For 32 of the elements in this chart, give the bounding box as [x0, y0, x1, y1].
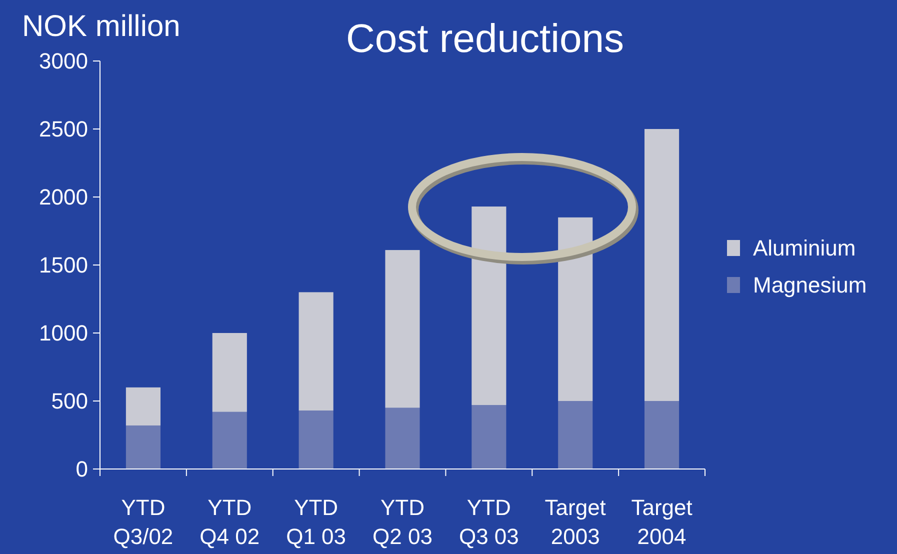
bar: [385, 408, 420, 469]
legend-label: Magnesium: [753, 272, 867, 298]
y-axis-title: NOK million: [22, 10, 180, 43]
bar: [212, 333, 247, 412]
bar: [558, 217, 593, 401]
bar: [472, 206, 506, 406]
x-tick-label: YTD Q4 02: [200, 495, 260, 549]
x-tick-label: YTD Q3 03: [458, 495, 519, 549]
legend-label: Aluminium: [753, 236, 856, 261]
y-tick-label: 2000: [39, 184, 88, 210]
y-tick-label: 1500: [39, 252, 88, 278]
y-tick-label: 2500: [39, 116, 88, 142]
x-tick-label: Target 2003: [544, 495, 606, 549]
bar: [212, 412, 247, 469]
bar: [298, 292, 334, 411]
bar: [126, 387, 160, 426]
x-tick-label: YTD Q3/02: [113, 495, 174, 549]
bar: [472, 405, 506, 469]
bar: [126, 425, 160, 469]
y-tick-label: 3000: [39, 48, 88, 74]
bar: [644, 129, 680, 401]
x-tick-label: YTD Q2 03: [372, 495, 432, 549]
bar: [644, 401, 680, 469]
bar: [298, 410, 334, 469]
x-tick-label: Target 2004: [631, 495, 692, 549]
x-tick-label: YTD Q1 03: [286, 495, 346, 549]
y-tick-label: 1000: [39, 320, 88, 346]
bar: [558, 401, 593, 469]
chart-title: Cost reductions: [346, 17, 624, 61]
bar: [385, 250, 420, 408]
y-tick-label: 500: [51, 388, 88, 414]
y-tick-label: 0: [76, 456, 88, 482]
